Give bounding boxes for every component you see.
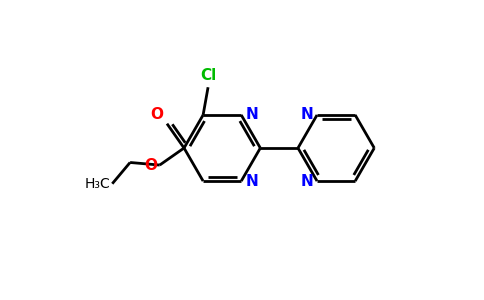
Text: N: N [245,107,258,122]
Text: N: N [245,174,258,189]
Text: N: N [301,107,313,122]
Text: O: O [145,158,158,172]
Text: N: N [301,174,313,189]
Text: H₃C: H₃C [85,177,110,191]
Text: O: O [150,107,163,122]
Text: Cl: Cl [200,68,216,83]
